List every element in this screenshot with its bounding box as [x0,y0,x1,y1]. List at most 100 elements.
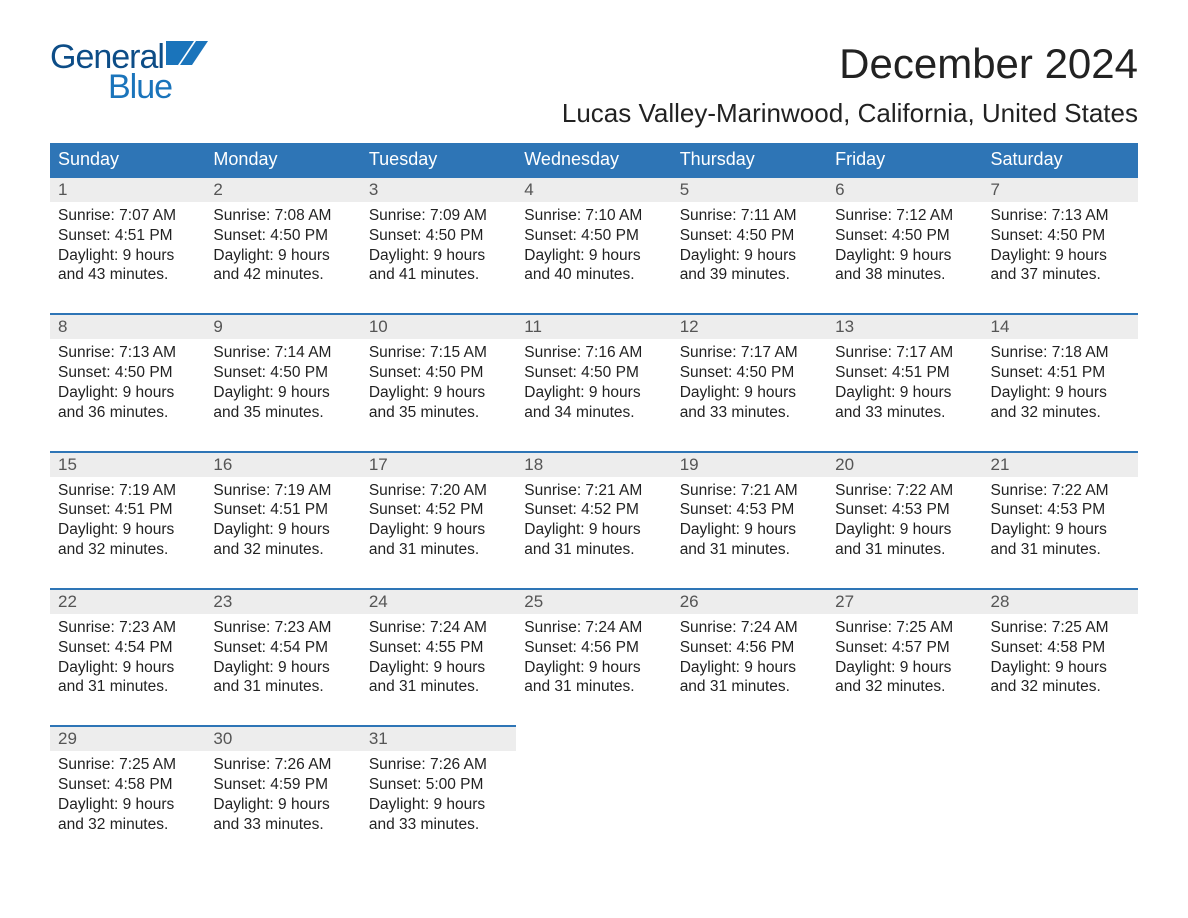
sunrise-text: Sunrise: 7:12 AM [835,206,974,226]
day-number-cell: 26 [672,589,827,614]
daylight-line2: and 32 minutes. [213,540,352,560]
sunrise-text: Sunrise: 7:07 AM [58,206,197,226]
sunrise-text: Sunrise: 7:19 AM [58,481,197,501]
sunrise-text: Sunrise: 7:16 AM [524,343,663,363]
day-content-cell: Sunrise: 7:13 AMSunset: 4:50 PMDaylight:… [50,339,205,451]
day-content-cell: Sunrise: 7:07 AMSunset: 4:51 PMDaylight:… [50,202,205,314]
day-number-cell: 18 [516,452,671,477]
daylight-line2: and 41 minutes. [369,265,508,285]
day-number-cell: 11 [516,314,671,339]
day-number-cell: 24 [361,589,516,614]
day-number-cell: 5 [672,177,827,202]
day-content-cell: Sunrise: 7:16 AMSunset: 4:50 PMDaylight:… [516,339,671,451]
daylight-line1: Daylight: 9 hours [524,520,663,540]
day-content-cell [983,751,1138,862]
day-number-cell: 8 [50,314,205,339]
day-number-cell: 9 [205,314,360,339]
day-content-cell: Sunrise: 7:23 AMSunset: 4:54 PMDaylight:… [50,614,205,726]
sunset-text: Sunset: 4:56 PM [524,638,663,658]
day-content-cell: Sunrise: 7:13 AMSunset: 4:50 PMDaylight:… [983,202,1138,314]
day-number-row: 22232425262728 [50,589,1138,614]
sunrise-text: Sunrise: 7:22 AM [835,481,974,501]
daylight-line1: Daylight: 9 hours [213,246,352,266]
day-content-row: Sunrise: 7:07 AMSunset: 4:51 PMDaylight:… [50,202,1138,314]
daylight-line2: and 35 minutes. [213,403,352,423]
sunrise-text: Sunrise: 7:18 AM [991,343,1130,363]
day-content-cell: Sunrise: 7:24 AMSunset: 4:56 PMDaylight:… [516,614,671,726]
daylight-line2: and 31 minutes. [991,540,1130,560]
daylight-line1: Daylight: 9 hours [369,520,508,540]
sunset-text: Sunset: 4:50 PM [369,363,508,383]
daylight-line1: Daylight: 9 hours [58,246,197,266]
sunset-text: Sunset: 4:58 PM [58,775,197,795]
daylight-line1: Daylight: 9 hours [524,658,663,678]
day-content-cell [827,751,982,862]
daylight-line2: and 35 minutes. [369,403,508,423]
day-number-cell [672,726,827,751]
day-number-cell: 12 [672,314,827,339]
day-number-cell: 28 [983,589,1138,614]
daylight-line2: and 43 minutes. [58,265,197,285]
daylight-line2: and 31 minutes. [369,540,508,560]
day-number-cell: 23 [205,589,360,614]
day-number-cell: 21 [983,452,1138,477]
sunset-text: Sunset: 4:50 PM [369,226,508,246]
day-number-cell [827,726,982,751]
day-number-cell: 4 [516,177,671,202]
daylight-line2: and 32 minutes. [835,677,974,697]
daylight-line1: Daylight: 9 hours [213,383,352,403]
day-content-row: Sunrise: 7:23 AMSunset: 4:54 PMDaylight:… [50,614,1138,726]
sunrise-text: Sunrise: 7:20 AM [369,481,508,501]
calendar-body: 1234567Sunrise: 7:07 AMSunset: 4:51 PMDa… [50,177,1138,863]
daylight-line1: Daylight: 9 hours [835,658,974,678]
sunset-text: Sunset: 4:57 PM [835,638,974,658]
sunrise-text: Sunrise: 7:26 AM [213,755,352,775]
sunset-text: Sunset: 4:50 PM [524,226,663,246]
sunset-text: Sunset: 4:50 PM [680,363,819,383]
day-content-cell: Sunrise: 7:25 AMSunset: 4:57 PMDaylight:… [827,614,982,726]
daylight-line1: Daylight: 9 hours [524,246,663,266]
day-content-cell: Sunrise: 7:25 AMSunset: 4:58 PMDaylight:… [983,614,1138,726]
day-number-row: 891011121314 [50,314,1138,339]
daylight-line2: and 31 minutes. [524,540,663,560]
daylight-line2: and 31 minutes. [680,540,819,560]
daylight-line1: Daylight: 9 hours [369,383,508,403]
day-number-cell: 10 [361,314,516,339]
day-content-cell: Sunrise: 7:23 AMSunset: 4:54 PMDaylight:… [205,614,360,726]
day-number-cell: 3 [361,177,516,202]
sunrise-text: Sunrise: 7:21 AM [524,481,663,501]
day-content-cell: Sunrise: 7:20 AMSunset: 4:52 PMDaylight:… [361,477,516,589]
sunrise-text: Sunrise: 7:24 AM [680,618,819,638]
logo-flag-icon [166,41,208,70]
sunrise-text: Sunrise: 7:23 AM [213,618,352,638]
daylight-line2: and 31 minutes. [524,677,663,697]
daylight-line1: Daylight: 9 hours [369,246,508,266]
daylight-line2: and 32 minutes. [991,677,1130,697]
daylight-line1: Daylight: 9 hours [524,383,663,403]
daylight-line2: and 31 minutes. [680,677,819,697]
day-number-cell: 17 [361,452,516,477]
sunrise-text: Sunrise: 7:25 AM [991,618,1130,638]
sunset-text: Sunset: 4:54 PM [58,638,197,658]
day-content-cell: Sunrise: 7:24 AMSunset: 4:55 PMDaylight:… [361,614,516,726]
daylight-line1: Daylight: 9 hours [58,795,197,815]
sunrise-text: Sunrise: 7:09 AM [369,206,508,226]
sunset-text: Sunset: 4:50 PM [835,226,974,246]
sunset-text: Sunset: 4:51 PM [58,500,197,520]
daylight-line2: and 32 minutes. [58,540,197,560]
calendar-table: Sunday Monday Tuesday Wednesday Thursday… [50,143,1138,863]
sunset-text: Sunset: 4:51 PM [835,363,974,383]
day-content-cell: Sunrise: 7:26 AMSunset: 5:00 PMDaylight:… [361,751,516,862]
daylight-line1: Daylight: 9 hours [680,520,819,540]
day-number-cell: 25 [516,589,671,614]
sunset-text: Sunset: 4:55 PM [369,638,508,658]
sunset-text: Sunset: 4:54 PM [213,638,352,658]
day-number-cell: 31 [361,726,516,751]
day-number-row: 15161718192021 [50,452,1138,477]
day-content-cell [516,751,671,862]
day-content-cell: Sunrise: 7:08 AMSunset: 4:50 PMDaylight:… [205,202,360,314]
location-text: Lucas Valley-Marinwood, California, Unit… [562,98,1138,129]
day-number-cell: 6 [827,177,982,202]
day-number-cell: 16 [205,452,360,477]
sunset-text: Sunset: 4:50 PM [213,363,352,383]
